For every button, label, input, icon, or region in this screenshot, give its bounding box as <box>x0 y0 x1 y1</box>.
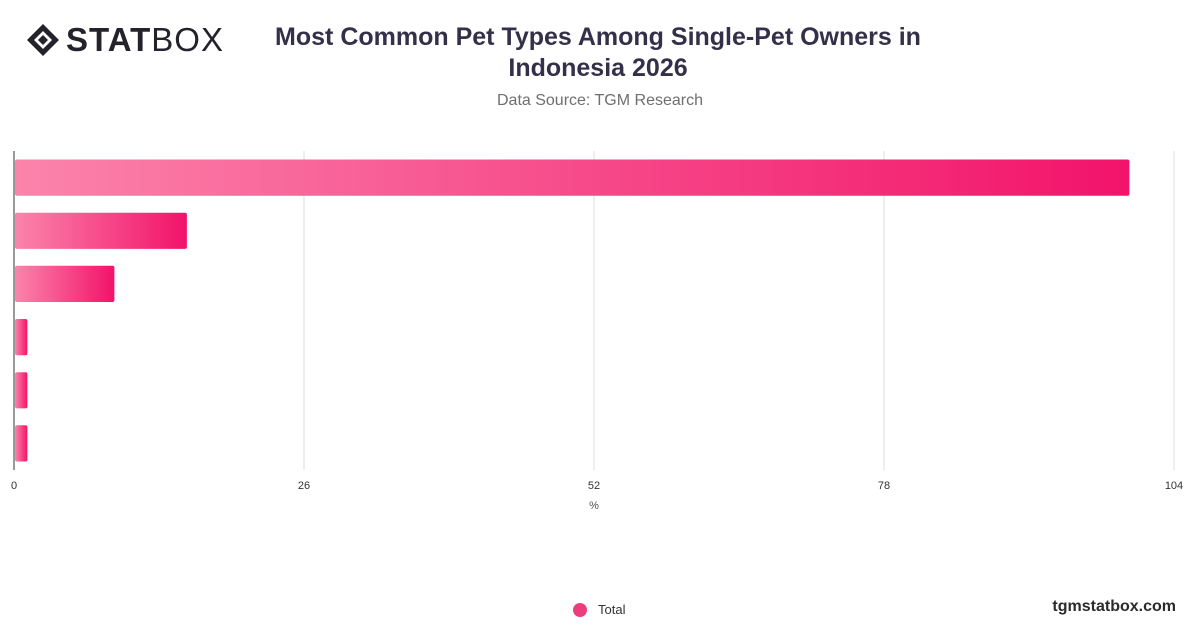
bar-2[interactable] <box>15 212 187 249</box>
x-tick-label: 78 <box>878 480 890 492</box>
logo-wordmark-light: BOX <box>151 21 224 58</box>
x-axis-label: % <box>589 500 599 512</box>
diamond-logo-icon <box>27 24 59 56</box>
statbox-logo: STATBOX <box>26 22 224 58</box>
legend-marker <box>573 602 587 617</box>
x-tick-label: 52 <box>588 480 600 492</box>
bar-6[interactable] <box>15 425 28 462</box>
bar-3[interactable] <box>15 265 115 302</box>
x-tick-label: 26 <box>298 480 310 492</box>
x-tick-label: 104 <box>1165 480 1183 492</box>
chart-subtitle: Data Source: TGM Research <box>496 92 703 109</box>
logo-wordmark-bold: STAT <box>66 21 152 58</box>
logo-wordmark: STATBOX <box>66 22 224 58</box>
legend-label: Total <box>598 602 626 617</box>
bar-5[interactable] <box>15 372 28 409</box>
bar-4[interactable] <box>15 319 28 356</box>
website-url[interactable]: tgmstatbox.com <box>1052 598 1176 615</box>
x-tick-label: 0 <box>11 480 17 492</box>
bar-1[interactable] <box>15 159 1130 196</box>
legend[interactable]: Total <box>573 602 625 617</box>
chart-title: Most Common Pet Types Among Single-Pet O… <box>275 23 921 82</box>
